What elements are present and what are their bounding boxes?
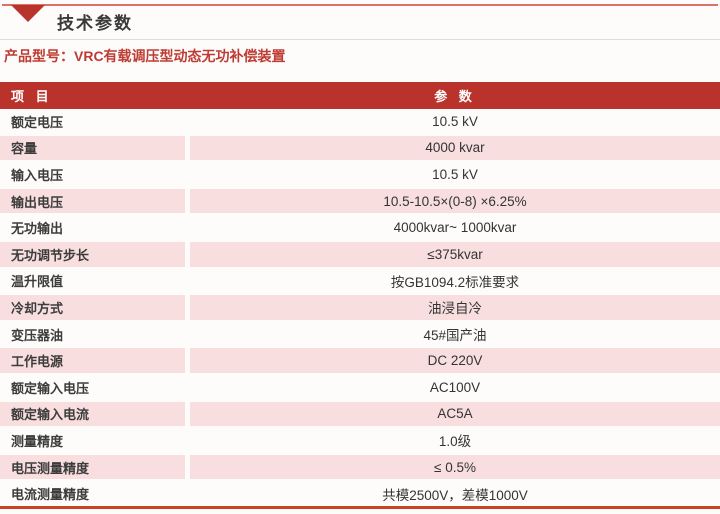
row-value: DC 220V (190, 348, 720, 373)
top-accent-line (2, 4, 718, 6)
column-header-item: 项 目 (11, 89, 53, 104)
row-label: 无功调节步长 (0, 241, 185, 267)
row-value: 10.5 kV (432, 113, 478, 129)
row-label: 额定输入电流 (0, 401, 185, 427)
table-row: 输出电压 10.5-10.5×(0-8) ×6.25% (0, 188, 720, 214)
row-label: 无功输出 (11, 221, 64, 237)
row-label: 变压器油 (11, 327, 64, 343)
row-label: 输入电压 (11, 167, 64, 183)
row-value: 按GB1094.2标准要求 (390, 274, 520, 290)
row-value: 4000 kvar (190, 135, 720, 161)
row-value: AC100V (429, 379, 481, 395)
title-divider (0, 39, 720, 40)
table-row: 无功输出 4000kvar~ 1000kvar (0, 215, 720, 240)
product-model-label: 产品型号：VRC有载调压型动态无功补偿装置 (4, 48, 286, 64)
table-header-row: 项 目 参 数 (0, 82, 720, 109)
table-row: 无功调节步长 ≤375kvar (0, 241, 720, 267)
row-value: 油浸自冷 (190, 295, 720, 320)
row-value: 10.5-10.5×(0-8) ×6.25% (190, 188, 720, 214)
row-value: ≤375kvar (190, 241, 720, 267)
row-value: 45#国产油 (423, 328, 487, 344)
row-label: 电流测量精度 (11, 487, 90, 503)
row-label: 测量精度 (11, 433, 64, 449)
table-row: 额定输入电流 AC5A (0, 401, 720, 427)
row-label: 容量 (0, 135, 185, 161)
row-value: AC5A (190, 401, 720, 427)
table-row: 额定电压 10.5 kV (0, 109, 720, 134)
triangle-down-icon (11, 5, 45, 22)
row-value: 10.5 kV (432, 166, 478, 182)
row-value: ≤ 0.5% (190, 454, 720, 480)
row-label: 冷却方式 (0, 295, 185, 320)
row-label: 温升限值 (11, 274, 64, 290)
row-label: 电压测量精度 (0, 454, 185, 480)
table-row: 额定输入电压 AC100V (0, 375, 720, 400)
table-row: 冷却方式 油浸自冷 (0, 295, 720, 320)
table-row: 温升限值 按GB1094.2标准要求 (0, 269, 720, 294)
row-label: 输出电压 (0, 188, 185, 214)
table-row: 电流测量精度 共模2500V，差模1000V (0, 481, 720, 506)
bottom-accent-line (0, 506, 720, 509)
row-value: 1.0级 (438, 434, 472, 450)
table-row: 电压测量精度 ≤ 0.5% (0, 454, 720, 480)
row-label: 工作电源 (0, 348, 185, 373)
table-row: 容量 4000 kvar (0, 135, 720, 161)
table-row: 工作电源 DC 220V (0, 348, 720, 373)
row-value: 共模2500V，差模1000V (382, 487, 528, 503)
spec-table: 项 目 参 数 额定电压 10.5 kV 容量 4000 kvar 输入电压 1… (0, 82, 720, 508)
table-row: 变压器油 45#国产油 (0, 322, 720, 347)
table-row: 输入电压 10.5 kV (0, 162, 720, 187)
row-label: 额定电压 (11, 114, 64, 130)
row-label: 额定输入电压 (11, 380, 90, 396)
section-title: 技术参数 (57, 14, 133, 33)
column-header-param: 参 数 (434, 89, 476, 104)
row-value: 4000kvar~ 1000kvar (393, 220, 517, 236)
table-row: 测量精度 1.0级 (0, 428, 720, 453)
